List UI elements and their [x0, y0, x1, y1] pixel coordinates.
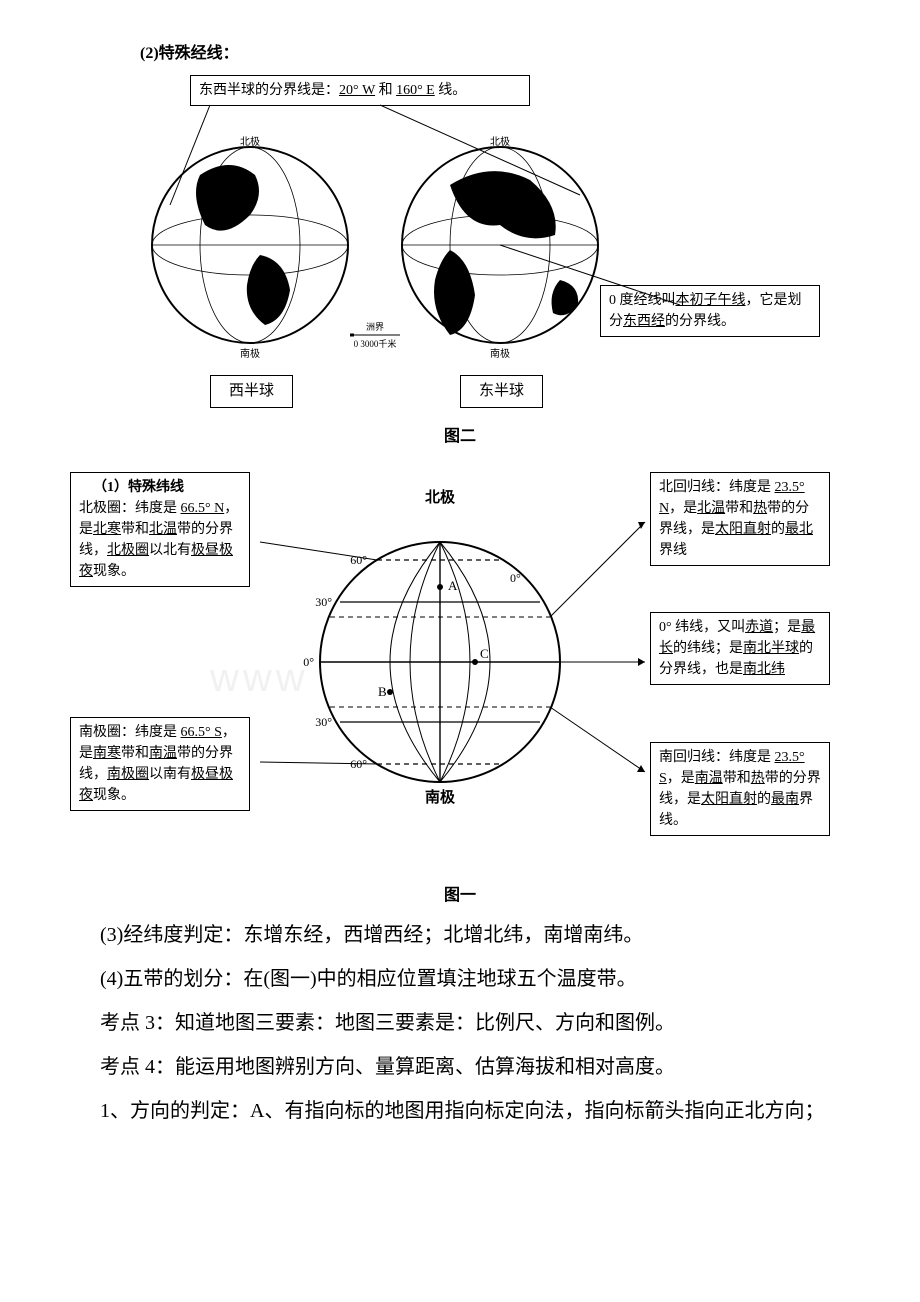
tropic-cancer-box: 北回归线：纬度是 23.5° N，是北温带和热带的分界线，是太阳直射的最北界线 [650, 472, 830, 566]
arctic-text: 北极圈：纬度是 66.5° N，是北寒带和北温带的分界线，北极圈以北有极昼极夜现… [79, 498, 241, 582]
north-label-w: 北极 [240, 135, 260, 148]
west-hemisphere-label: 西半球 [210, 375, 293, 408]
hemispheres-svg: 北极 南极 北极 南极 洲界 0 3000千米 [120, 105, 680, 385]
north-label-e: 北极 [490, 135, 510, 148]
figure-two-caption: 图二 [60, 423, 860, 452]
equator-box: 0° 纬线，又叫赤道；是最长的纬线；是南北半球的分界线，也是南北纬 [650, 612, 830, 685]
lat-30s: 30° [315, 715, 332, 729]
antarctic-circle-box: 南极圈：纬度是 66.5° S，是南寒带和南温带的分界线，南极圈以南有极昼极夜现… [70, 717, 250, 811]
south-label-e: 南极 [490, 347, 510, 360]
globe-latitudes-svg: 北极 60° 30° 0° 30° 60° 0° A B C 南极 [270, 482, 630, 862]
scale-label-1: 洲界 [366, 322, 384, 332]
para-direction: 1、方向的判定：A、有指向标的地图用指向标定向法，指向标箭头指向正北方向； [60, 1092, 860, 1130]
figure-one-caption: 图一 [60, 882, 860, 911]
hemisphere-divider-box: 东西半球的分界线是：20° W 和 160° E 线。 [190, 75, 530, 106]
point-b: B [378, 684, 387, 699]
figure-two-area: 东西半球的分界线是：20° W 和 160° E 线。 0 度经线叫本初子午线，… [60, 75, 860, 415]
point-c: C [480, 646, 489, 661]
para-kaodian3: 考点 3：知道地图三要素：地图三要素是：比例尺、方向和图例。 [60, 1004, 860, 1042]
lat-60n: 60° [350, 553, 367, 567]
para-4: (4)五带的划分：在(图一)中的相应位置填注地球五个温度带。 [60, 960, 860, 998]
tropic-capricorn-box: 南回归线：纬度是 23.5° S，是南温带和热带的分界线，是太阳直射的最南界线。 [650, 742, 830, 836]
lat-0: 0° [303, 655, 314, 669]
arctic-circle-box: （1）特殊纬线 北极圈：纬度是 66.5° N，是北寒带和北温带的分界线，北极圈… [70, 472, 250, 587]
para-kaodian4: 考点 4：能运用地图辨别方向、量算距离、估算海拔和相对高度。 [60, 1048, 860, 1086]
scale-label-2: 0 3000千米 [354, 338, 397, 349]
north-pole-label: 北极 [425, 488, 456, 506]
section-title-1: (2)特殊经线： [140, 40, 860, 69]
east-hemisphere-label: 东半球 [460, 375, 543, 408]
merid-0: 0° [510, 571, 521, 585]
south-label-w: 南极 [240, 347, 260, 360]
south-pole-label: 南极 [425, 788, 456, 806]
figure-one-area: www （1）特殊纬线 北极圈：纬度是 66.5° N，是北寒带和北温带的分界线… [60, 472, 860, 872]
para-3: (3)经纬度判定：东增东经，西增西经；北增北纬，南增南纬。 [60, 916, 860, 954]
lat-30n: 30° [315, 595, 332, 609]
section-title-2: （1）特殊纬线 [79, 477, 241, 498]
point-a: A [448, 578, 458, 593]
